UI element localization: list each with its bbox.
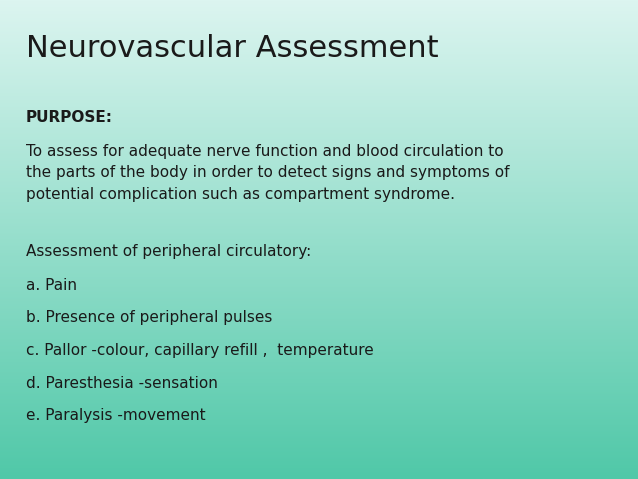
Text: e. Paralysis -movement: e. Paralysis -movement (26, 408, 205, 423)
Text: a. Pain: a. Pain (26, 278, 77, 293)
Text: Neurovascular Assessment: Neurovascular Assessment (26, 34, 438, 63)
Text: c. Pallor -colour, capillary refill ,  temperature: c. Pallor -colour, capillary refill , te… (26, 343, 373, 358)
Text: PURPOSE:: PURPOSE: (26, 110, 112, 125)
Text: d. Paresthesia -sensation: d. Paresthesia -sensation (26, 376, 218, 390)
Text: Assessment of peripheral circulatory:: Assessment of peripheral circulatory: (26, 244, 311, 259)
Text: To assess for adequate nerve function and blood circulation to
the parts of the : To assess for adequate nerve function an… (26, 144, 509, 202)
Text: b. Presence of peripheral pulses: b. Presence of peripheral pulses (26, 310, 272, 325)
